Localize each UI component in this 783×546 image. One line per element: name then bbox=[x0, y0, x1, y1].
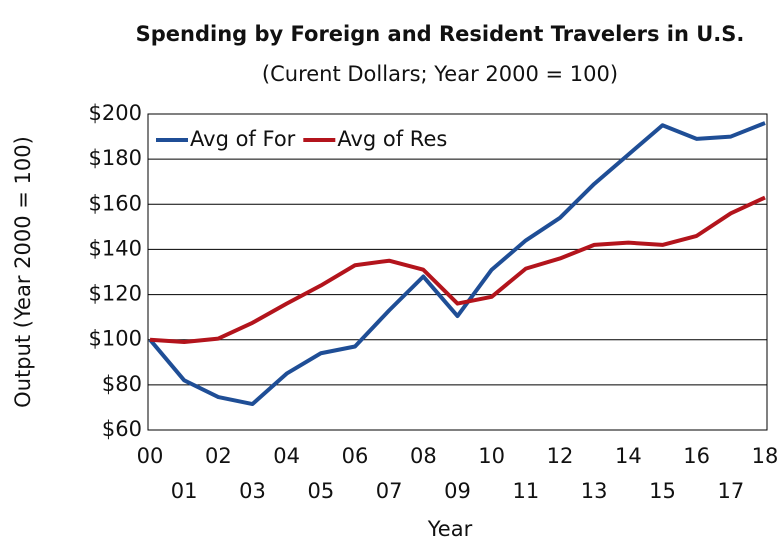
x-tick-label: 18 bbox=[752, 444, 779, 468]
x-tick-label: 09 bbox=[444, 479, 471, 503]
x-tick-label: 13 bbox=[581, 479, 608, 503]
x-tick-label: 08 bbox=[410, 444, 437, 468]
x-tick-label: 02 bbox=[205, 444, 232, 468]
y-tick-label: $120 bbox=[89, 282, 142, 306]
y-tick-label: $140 bbox=[89, 236, 142, 260]
y-tick-label: $160 bbox=[89, 191, 142, 215]
legend-label: Avg of For bbox=[190, 127, 296, 151]
legend-label: Avg of Res bbox=[337, 127, 447, 151]
x-tick-label: 12 bbox=[547, 444, 574, 468]
x-tick-label: 04 bbox=[273, 444, 300, 468]
x-tick-label: 07 bbox=[376, 479, 403, 503]
x-tick-label: 10 bbox=[478, 444, 505, 468]
chart-subtitle: (Curent Dollars; Year 2000 = 100) bbox=[262, 62, 618, 86]
x-tick-label: 14 bbox=[615, 444, 642, 468]
y-tick-label: $100 bbox=[89, 327, 142, 351]
line-series bbox=[149, 195, 766, 344]
x-tick-label: 01 bbox=[171, 479, 198, 503]
x-tick-label: 16 bbox=[683, 444, 710, 468]
y-tick-label: $80 bbox=[102, 372, 142, 396]
chart-title: Spending by Foreign and Resident Travele… bbox=[136, 22, 745, 46]
x-tick-label: 05 bbox=[307, 479, 334, 503]
line-series bbox=[148, 121, 766, 407]
x-axis-label: Year bbox=[427, 517, 473, 541]
x-tick-label: 00 bbox=[137, 444, 164, 468]
x-tick-label: 06 bbox=[342, 444, 369, 468]
x-tick-label: 11 bbox=[512, 479, 539, 503]
y-tick-label: $60 bbox=[102, 417, 142, 441]
y-axis-label: Output (Year 2000 = 100) bbox=[11, 136, 35, 408]
x-tick-label: 03 bbox=[239, 479, 266, 503]
y-tick-label: $200 bbox=[89, 101, 142, 125]
plot-frame bbox=[147, 113, 768, 431]
x-tick-label: 17 bbox=[717, 479, 744, 503]
x-tick-label: 15 bbox=[649, 479, 676, 503]
y-tick-label: $180 bbox=[89, 146, 142, 170]
